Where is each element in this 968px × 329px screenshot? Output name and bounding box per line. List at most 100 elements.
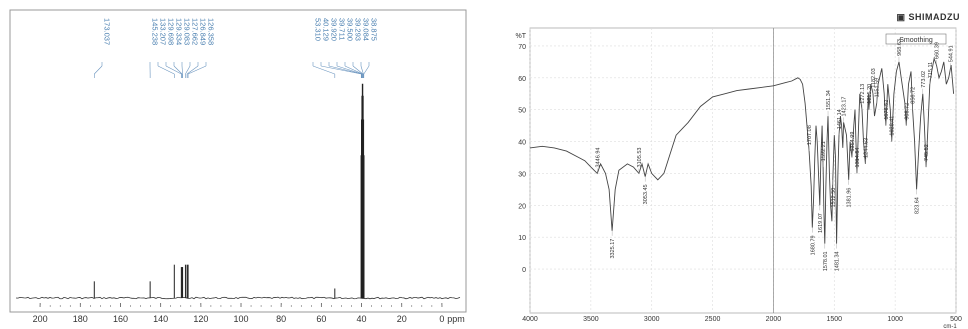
label-leader-diag <box>336 65 363 75</box>
ir-peak-label: 3053.45 <box>643 184 649 204</box>
ir-peak-label: 823.64 <box>915 197 921 214</box>
ir-peak-label: 1423.17 <box>842 97 848 117</box>
ir-peak-label: 1076.52 <box>884 100 890 120</box>
ir-peak-label: 1680.79 <box>810 235 816 255</box>
y-tick-label: 60 <box>518 76 526 83</box>
ir-peak-label: 1314.54 <box>855 148 861 168</box>
label-leader-diag <box>185 65 191 75</box>
brand-text: SHIMADZU <box>908 12 960 22</box>
ir-peak-label: 1512.50 <box>831 188 837 208</box>
label-leader-diag <box>312 65 335 75</box>
y-tick-label: 0 <box>522 267 526 274</box>
label-leader-diag <box>352 65 364 75</box>
label-leader-diag <box>360 65 364 75</box>
nmr-peak-label: 39.500 <box>346 18 355 41</box>
ir-peak-label: 968.63 <box>897 39 903 56</box>
x-tick-label: 3000 <box>644 316 660 323</box>
label-leader-diag <box>344 65 363 75</box>
nmr-peak-label: 40.129 <box>322 18 331 41</box>
ir-peak-label: 745.52 <box>924 144 930 161</box>
nmr-peak-label: 127.662 <box>191 18 200 45</box>
x-tick-label: 100 <box>233 314 248 324</box>
ir-peak-label: 3446.94 <box>595 148 601 168</box>
nmr-peak-label: 173.037 <box>103 18 112 45</box>
brand-logo: ▣ SHIMADZU <box>896 12 960 23</box>
y-axis: 0 10 20 30 40 50 60 70 <box>518 44 526 274</box>
ir-peak-label: 487.07 <box>486 0 503 2</box>
x-tick-label: 20 <box>397 314 407 324</box>
ir-peak-label: 908.72 <box>904 103 910 120</box>
label-leader-diag <box>157 65 175 75</box>
ir-peak-label: 1182.03 <box>871 68 877 87</box>
nmr-peak-label: 39.084 <box>362 18 371 41</box>
brand-icon: ▣ <box>896 12 906 22</box>
ir-peak-label: 856.72 <box>911 87 917 104</box>
nmr-peak-label: 133.207 <box>159 18 168 45</box>
x-tick-label: 0 <box>439 314 444 324</box>
nmr-peak-label: 129.698 <box>167 18 176 45</box>
x-axis: 4000 3500 3000 2500 2000 1500 1000 500 <box>522 316 962 323</box>
x-tick-label: 80 <box>276 314 286 324</box>
smoothing-annotation: Smoothing <box>885 33 947 45</box>
y-tick-label: 10 <box>518 235 526 242</box>
nmr-peak-label: 53.310 <box>314 18 323 41</box>
ir-peak-label: 1592.21 <box>821 141 827 161</box>
x-tick-label: 120 <box>193 314 208 324</box>
nmr-peak-label: 39.920 <box>330 18 339 41</box>
label-leader-diag <box>328 65 362 75</box>
ir-peak-label: 1381.96 <box>847 188 853 208</box>
ir-peak-label: 1551.34 <box>826 90 832 110</box>
x-axis-label: ppm <box>447 314 465 324</box>
ir-peak-label: 3325.17 <box>610 239 616 259</box>
nmr-spectrum-panel: 200 180 160 140 120 100 80 60 40 20 0 ppm 173.037 145… <box>0 0 474 329</box>
ir-peak-label: 1151.59 <box>875 78 881 97</box>
x-tick-label: 2000 <box>766 316 782 323</box>
nmr-peak-label: 129.083 <box>183 18 192 45</box>
label-leader-diag <box>187 65 207 75</box>
y-tick-label: 50 <box>518 108 526 115</box>
label-leader-diag <box>320 65 362 75</box>
y-tick-label: 20 <box>518 203 526 210</box>
x-axis: 200 180 160 140 120 100 80 60 40 20 0 <box>33 303 444 324</box>
ir-peak-label: 715.11 <box>928 62 934 78</box>
smoothing-box <box>885 33 947 45</box>
x-tick-label: 60 <box>316 314 326 324</box>
ir-peak-label: 423.39 <box>486 0 503 2</box>
ir-peak-label: 544.91 <box>949 45 955 62</box>
x-tick-label: 40 <box>357 314 367 324</box>
x-tick-label: 140 <box>153 314 168 324</box>
ir-peak-label: 1707.08 <box>807 125 813 145</box>
x-tick-label: 500 <box>950 316 962 323</box>
label-leader-diag <box>186 65 199 75</box>
ir-peak-label: 1354.99 <box>850 132 856 152</box>
ir-peak-label: 1578.01 <box>823 251 829 271</box>
ir-peak-label: 1272.13 <box>860 84 866 104</box>
label-leader-diag <box>181 65 183 75</box>
panel-divider <box>474 0 486 329</box>
ir-peak-label: 3105.53 <box>637 148 643 168</box>
ir-spectrum-panel: ▣ SHIMADZU 0 10 20 30 40 50 60 70 %T 4000 3500 3000… <box>486 0 968 329</box>
label-leader-diag <box>363 65 370 75</box>
x-tick-label: 160 <box>113 314 128 324</box>
nmr-peak-label: 129.334 <box>175 18 184 45</box>
y-tick-label: 40 <box>518 140 526 147</box>
ir-peak-label: 1481.34 <box>835 251 841 271</box>
nmr-peak-label: 145.238 <box>151 18 160 45</box>
ir-peak-label: 1619.07 <box>818 213 824 233</box>
x-axis-label: cm-1 <box>943 324 957 329</box>
nmr-peak-label: 126.358 <box>207 18 216 45</box>
x-tick-label: 180 <box>73 314 88 324</box>
x-tick-label: 3500 <box>583 316 599 323</box>
nmr-peak-label: 39.293 <box>354 18 363 41</box>
ir-peak-label: 773.02 <box>921 71 927 88</box>
plot-frame <box>9 9 467 313</box>
ir-chart: 0 10 20 30 40 50 60 70 %T 4000 3500 3000 2500 2000 150… <box>486 0 962 329</box>
spectrum-baseline <box>15 296 461 300</box>
ir-peak-label: 660.39 <box>934 42 940 59</box>
nmr-peak-label: 39.711 <box>338 18 347 40</box>
x-tick-label: 2500 <box>705 316 721 323</box>
nmr-peak-label: 126.849 <box>199 18 208 45</box>
label-leader-diag <box>173 65 183 75</box>
ir-peak-label: 1028.41 <box>890 116 896 136</box>
